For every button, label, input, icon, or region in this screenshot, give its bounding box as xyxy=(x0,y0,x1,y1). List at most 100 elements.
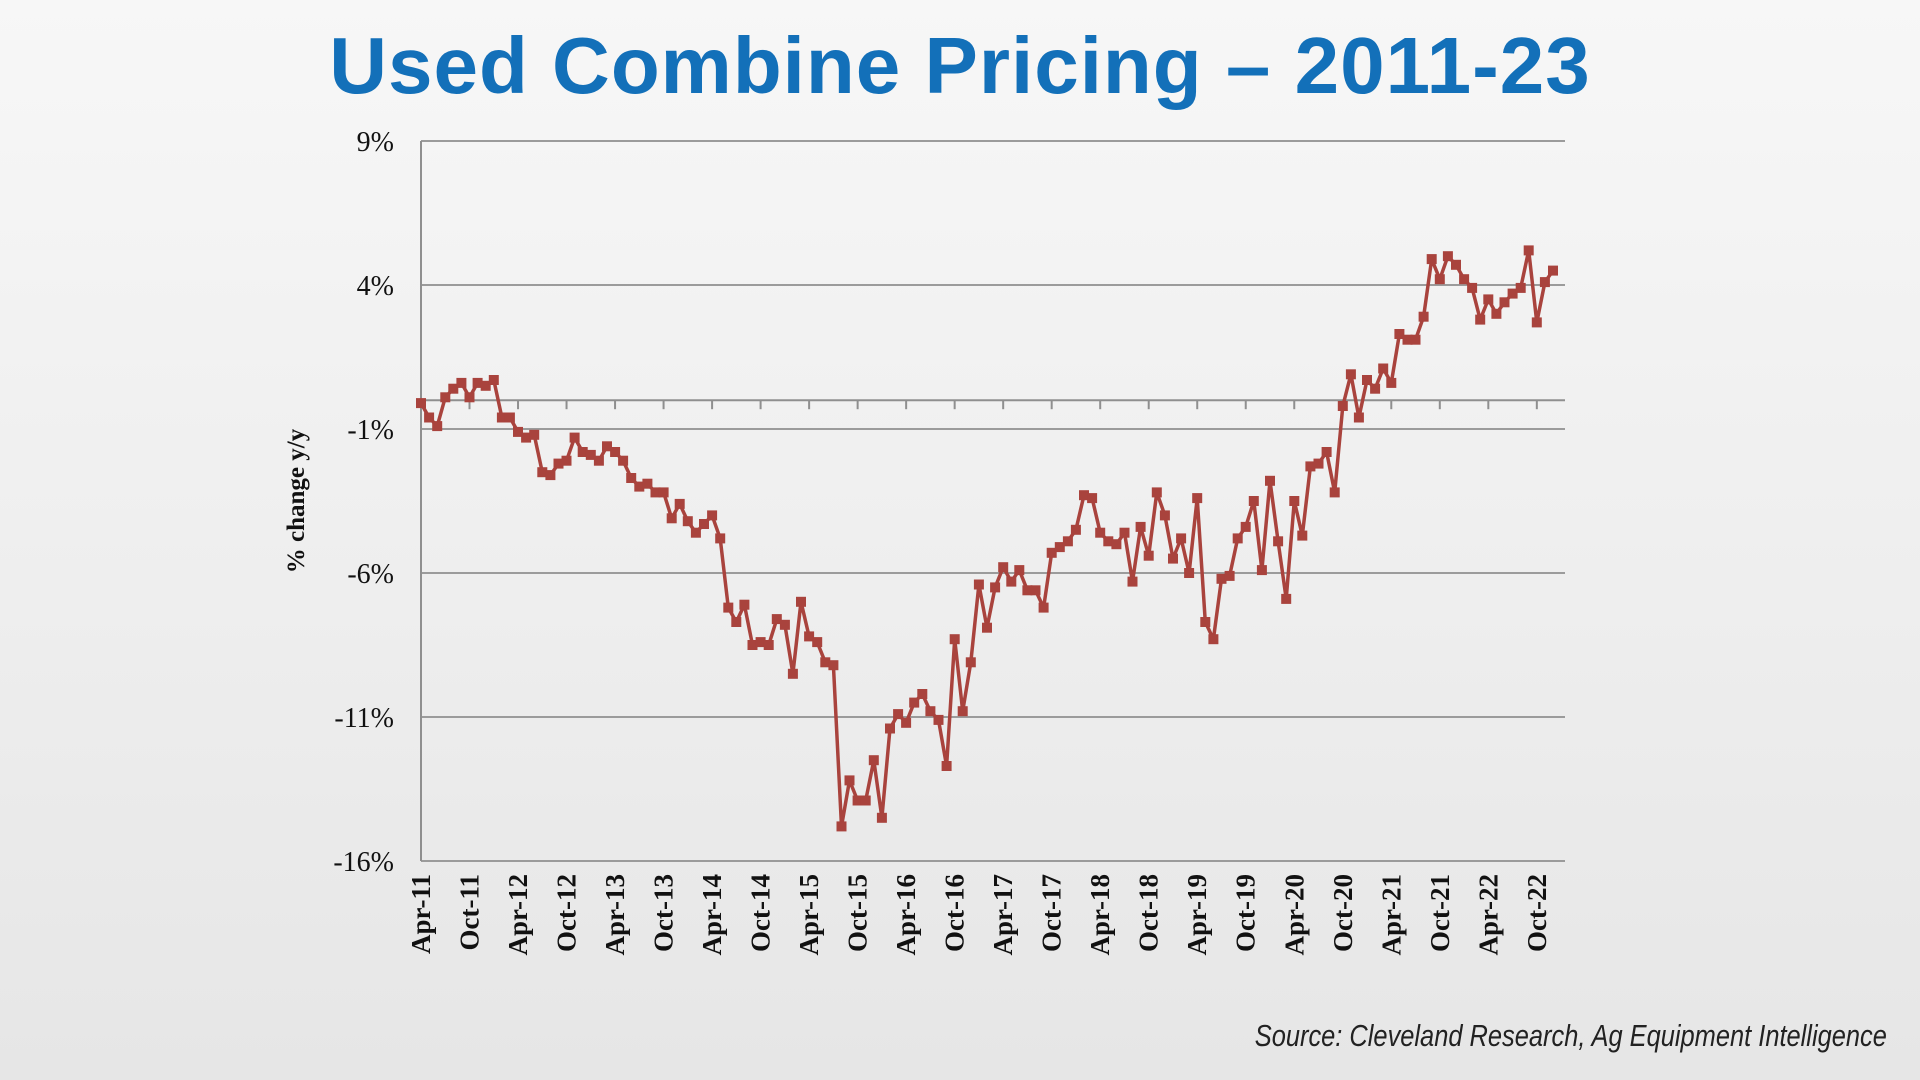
data-point xyxy=(1159,510,1170,521)
data-point xyxy=(1345,369,1356,380)
data-point xyxy=(771,614,782,625)
data-point xyxy=(1329,487,1340,498)
data-point xyxy=(1442,251,1453,262)
data-point xyxy=(424,412,435,423)
x-tick-label: Apr-15 xyxy=(794,874,824,956)
x-tick-label: Apr-20 xyxy=(1279,874,1309,956)
data-point xyxy=(1523,245,1534,256)
data-point xyxy=(1127,576,1138,587)
x-tick-label: Oct-21 xyxy=(1425,874,1455,952)
data-point xyxy=(973,579,984,590)
data-point xyxy=(1038,602,1049,613)
data-point xyxy=(1070,524,1081,535)
data-point xyxy=(860,795,871,806)
data-point xyxy=(553,458,564,469)
data-point xyxy=(836,821,847,832)
data-point xyxy=(504,412,515,423)
y-tick-label: -11% xyxy=(334,703,394,734)
data-point xyxy=(1337,401,1348,411)
data-point xyxy=(674,498,685,509)
data-point xyxy=(1208,634,1219,645)
data-point xyxy=(521,432,532,443)
data-point xyxy=(1483,294,1494,305)
data-point xyxy=(480,380,491,391)
data-point xyxy=(1426,254,1437,265)
x-tick-label: Apr-12 xyxy=(503,874,533,956)
data-point xyxy=(1370,383,1381,394)
data-point xyxy=(488,375,499,385)
data-point xyxy=(1434,274,1445,285)
data-point xyxy=(1216,573,1227,584)
data-point xyxy=(1297,530,1308,541)
data-point xyxy=(990,582,1001,593)
data-point xyxy=(448,383,459,394)
data-point xyxy=(537,467,548,478)
chart-title: Used Combine Pricing – 2011-23 xyxy=(329,21,1591,110)
data-point xyxy=(1281,593,1292,604)
data-point xyxy=(1095,527,1106,538)
data-point xyxy=(1378,363,1389,374)
data-point xyxy=(739,599,750,610)
data-point xyxy=(1119,527,1130,538)
data-point xyxy=(796,596,806,607)
data-point xyxy=(852,795,863,806)
x-tick-label: Apr-17 xyxy=(988,874,1018,956)
x-tick-label: Apr-19 xyxy=(1182,874,1212,956)
x-tick-label: Apr-21 xyxy=(1376,874,1406,956)
data-point xyxy=(901,717,912,728)
data-point xyxy=(1273,536,1284,547)
data-point xyxy=(545,470,556,481)
data-point xyxy=(925,706,936,717)
data-point xyxy=(1451,259,1461,270)
data-point xyxy=(1265,475,1275,486)
data-point xyxy=(1087,493,1098,504)
data-point xyxy=(682,516,693,527)
data-point xyxy=(1321,447,1332,457)
y-tick-label: 9% xyxy=(357,127,394,158)
data-point xyxy=(569,432,580,443)
x-tick-label: Oct-17 xyxy=(1037,874,1067,952)
data-point xyxy=(1046,547,1057,558)
data-point xyxy=(1062,536,1073,547)
x-tick-label: Oct-11 xyxy=(455,874,485,950)
data-point xyxy=(658,487,669,498)
data-point xyxy=(1022,585,1033,596)
data-point xyxy=(472,377,483,388)
data-point xyxy=(1224,570,1235,581)
data-point xyxy=(1531,317,1542,328)
data-point xyxy=(1030,585,1041,596)
data-point xyxy=(464,392,475,403)
data-point xyxy=(666,513,677,524)
data-point xyxy=(844,775,855,786)
data-point xyxy=(513,426,523,437)
data-point xyxy=(804,631,815,642)
data-point xyxy=(1548,265,1558,276)
data-point xyxy=(440,392,451,403)
data-point xyxy=(1240,521,1251,532)
data-point xyxy=(1079,490,1089,501)
data-point xyxy=(593,455,604,466)
data-point xyxy=(982,622,992,633)
data-point xyxy=(876,812,887,823)
data-point xyxy=(1418,311,1429,322)
data-point xyxy=(1006,576,1017,587)
y-tick-label: 4% xyxy=(357,271,394,302)
data-point xyxy=(585,449,596,460)
data-point xyxy=(707,510,718,521)
data-point xyxy=(1459,274,1470,285)
data-point xyxy=(1353,412,1364,423)
data-point xyxy=(1539,277,1550,288)
data-point xyxy=(1176,533,1187,544)
data-point xyxy=(577,447,588,457)
data-point xyxy=(1515,282,1526,293)
data-point xyxy=(1054,542,1065,553)
data-point xyxy=(1491,308,1502,319)
data-point xyxy=(432,421,443,432)
x-tick-label: Oct-13 xyxy=(649,874,679,952)
data-point xyxy=(1192,493,1203,504)
data-point xyxy=(885,723,895,734)
data-point xyxy=(1386,377,1397,388)
x-tick-label: Apr-11 xyxy=(406,874,436,954)
data-point xyxy=(1475,314,1486,325)
